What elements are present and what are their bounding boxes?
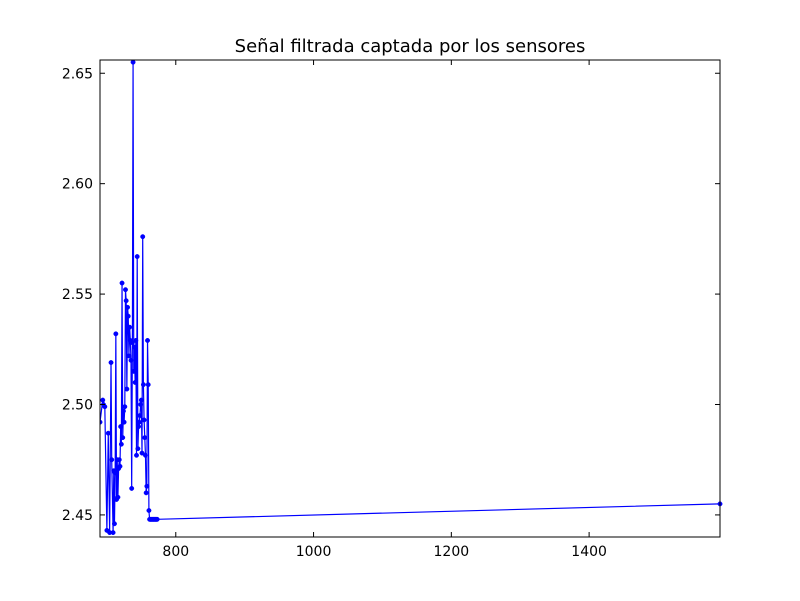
data-point: [154, 516, 160, 522]
data-point: [137, 413, 143, 418]
data-point: [133, 338, 139, 343]
data-point: [132, 379, 138, 385]
y-tick-label: 2.55: [62, 287, 93, 303]
data-point: [102, 404, 108, 410]
data-point: [124, 386, 130, 392]
data-point: [136, 424, 142, 430]
data-point: [138, 402, 144, 407]
data-point: [125, 313, 131, 319]
y-tick-label: 2.65: [62, 66, 93, 82]
data-point: [130, 59, 136, 65]
data-point: [122, 404, 128, 410]
x-tick-label: 1200: [434, 544, 470, 560]
data-point: [129, 485, 135, 491]
data-point: [120, 408, 126, 414]
data-point: [112, 521, 117, 527]
data-point: [144, 483, 150, 489]
data-point: [119, 280, 125, 286]
data-point: [131, 344, 137, 350]
data-point: [112, 470, 118, 476]
y-tick-label: 2.50: [62, 398, 93, 414]
data-point: [115, 494, 121, 500]
data-point: [116, 457, 122, 463]
data-point: [110, 530, 116, 536]
data-point: [143, 490, 149, 496]
data-point: [139, 450, 145, 456]
data-point: [117, 463, 123, 469]
data-point: [100, 397, 106, 403]
y-tick-label: 2.60: [62, 177, 93, 193]
data-point: [136, 419, 142, 425]
data-point: [128, 357, 134, 363]
plot-area: [100, 59, 723, 536]
data-point: [120, 435, 126, 441]
data-point: [105, 430, 111, 436]
y-tick-label: 2.45: [62, 508, 93, 524]
data-point: [142, 435, 148, 441]
axes-frame: [99, 59, 721, 538]
data-point: [138, 397, 144, 403]
data-point: [121, 419, 127, 425]
data-point: [108, 360, 114, 365]
data-point: [145, 382, 151, 388]
data-point: [129, 340, 135, 346]
data-point: [126, 353, 132, 359]
data-point: [118, 441, 124, 447]
data-point: [123, 287, 128, 293]
data-point: [140, 234, 146, 240]
data-point: [127, 324, 133, 330]
data-point: [141, 417, 147, 423]
data-point: [109, 457, 115, 463]
data-point: [123, 298, 129, 304]
data-point: [125, 304, 131, 310]
data-point: [143, 452, 148, 458]
data-point: [131, 368, 137, 374]
x-tick-label: 800: [162, 544, 189, 560]
data-point: [134, 254, 140, 259]
data-point: [135, 446, 141, 452]
chart-title: Señal filtrada captada por los sensores: [235, 36, 586, 57]
data-point: [140, 382, 146, 388]
data-point: [134, 452, 139, 458]
x-tick-label: 1000: [296, 544, 332, 560]
data-point: [146, 508, 152, 513]
data-point: [145, 338, 150, 343]
data-point: [113, 331, 119, 337]
data-point: [118, 424, 124, 430]
x-tick-label: 1400: [571, 544, 607, 560]
axis-ticks: 800 1000 1200 1400 2.45 2.50 2.55 2.60 2.65: [62, 60, 720, 560]
